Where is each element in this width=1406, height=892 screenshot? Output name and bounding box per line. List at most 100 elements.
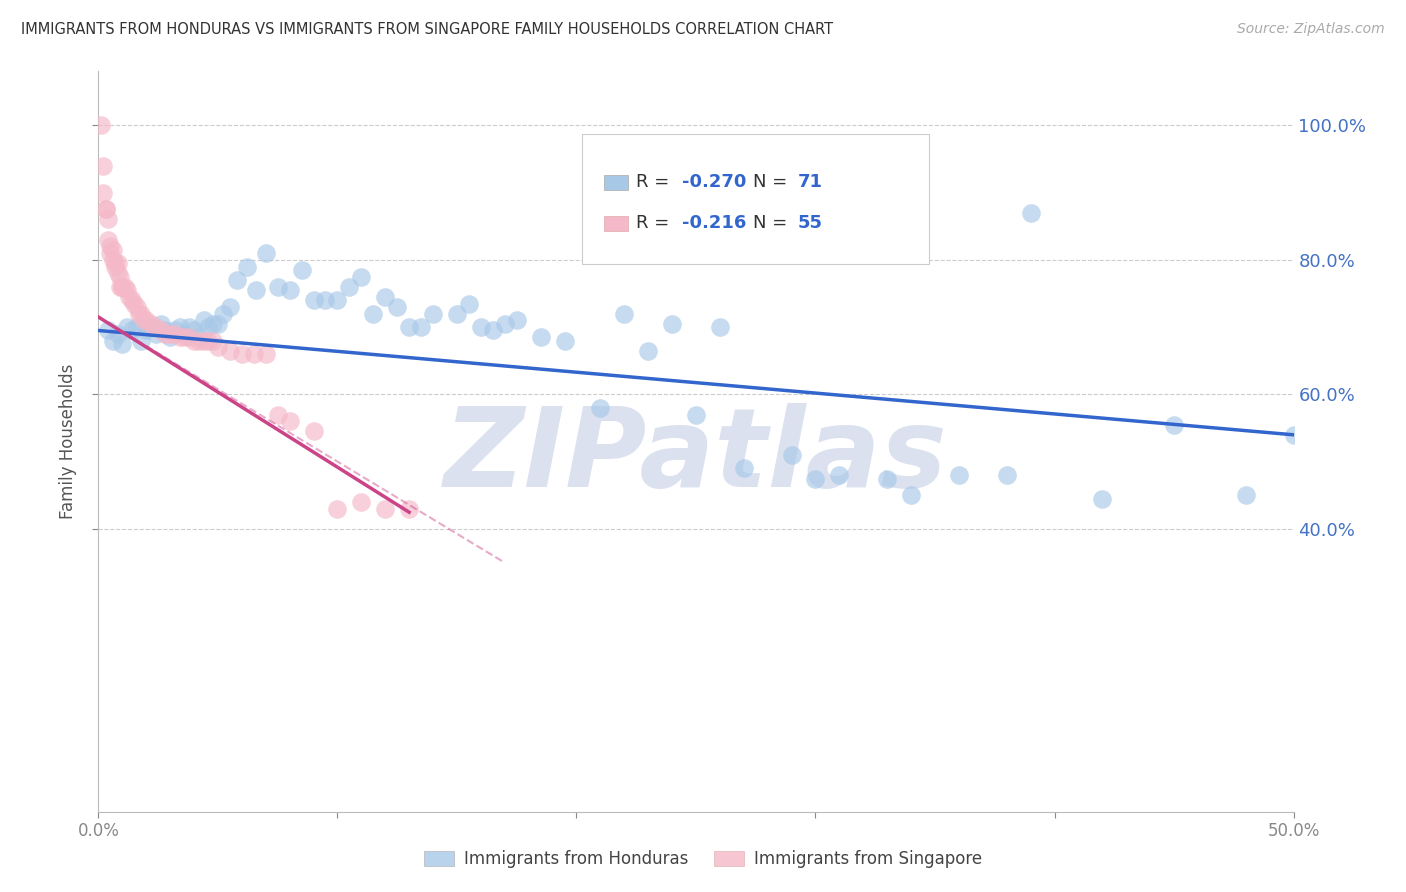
Point [94,202,117,217]
Point [111,337,134,351]
Point [121,324,143,338]
Point [159,330,181,344]
Point [291,263,314,277]
Point [114,279,136,293]
Point [90,118,112,132]
Point [231,347,253,361]
Point [98,246,122,260]
Point [350,495,373,509]
Point [183,334,205,348]
FancyBboxPatch shape [605,216,628,230]
Point [193,313,215,327]
Point [91,186,114,200]
Point [302,425,325,439]
Point [1234,488,1257,502]
Point [149,317,172,331]
Point [326,293,349,308]
Point [589,401,612,415]
Point [709,320,731,334]
Point [398,501,420,516]
Point [267,279,290,293]
Point [1282,427,1305,442]
Point [876,472,898,486]
Point [207,317,229,331]
Point [169,320,191,334]
Text: ZIPatlas: ZIPatlas [444,403,948,510]
Point [135,313,157,327]
Point [202,334,225,348]
Point [125,320,148,334]
Point [243,347,266,361]
Point [278,414,301,428]
Point [374,290,396,304]
Text: -0.270: -0.270 [682,173,747,192]
Point [101,334,124,348]
Point [124,296,146,310]
Point [155,324,177,338]
Point [139,320,162,334]
Point [245,283,267,297]
Point [97,233,120,247]
Point [131,307,153,321]
Point [98,239,122,253]
Point [1091,491,1114,506]
Text: N =: N = [754,214,793,232]
Point [111,279,134,293]
Point [350,269,373,284]
Point [948,468,970,483]
Text: Source: ZipAtlas.com: Source: ZipAtlas.com [1237,22,1385,37]
Text: R =: R = [636,214,675,232]
Point [207,340,229,354]
Point [118,290,141,304]
Point [780,448,803,462]
Point [254,246,277,260]
Text: N =: N = [754,173,793,192]
FancyBboxPatch shape [582,135,929,264]
Point [101,252,124,267]
Point [139,317,162,331]
Point [132,313,155,327]
Point [155,326,177,341]
Point [226,273,249,287]
Point [470,320,492,334]
Point [107,266,129,280]
Point [159,326,181,341]
Point [179,330,201,344]
Text: 55: 55 [797,214,823,232]
Text: 71: 71 [797,173,823,192]
Point [197,334,219,348]
Point [94,202,117,217]
Point [804,472,827,486]
Point [219,343,242,358]
Point [235,260,257,274]
Point [145,326,167,341]
Point [108,269,131,284]
Text: -0.216: -0.216 [682,214,747,232]
Point [530,330,553,344]
Point [179,320,201,334]
Legend: Immigrants from Honduras, Immigrants from Singapore: Immigrants from Honduras, Immigrants fro… [418,844,988,875]
FancyBboxPatch shape [605,175,628,190]
Point [91,159,114,173]
Point [163,324,186,338]
Point [900,488,922,502]
Point [267,408,290,422]
Point [104,260,127,274]
Point [173,326,195,341]
Point [481,324,505,338]
Point [125,300,148,314]
Point [374,501,396,516]
Point [1163,417,1185,432]
Point [254,347,277,361]
Point [211,307,233,321]
Point [554,334,576,348]
Point [202,317,225,331]
Point [187,334,209,348]
Point [494,317,516,331]
Point [108,279,131,293]
Point [995,468,1018,483]
Point [637,343,659,358]
Point [121,293,143,308]
Point [101,243,124,257]
Point [197,320,219,334]
